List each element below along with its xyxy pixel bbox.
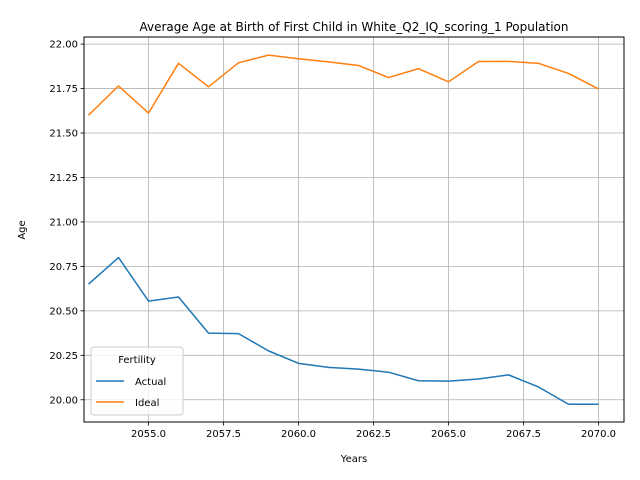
- x-ticks: 2055.0 2057.5 2060.0 2062.5 2065.0 2067.5 2070…: [131, 422, 616, 440]
- y-tick-label: 20.75: [49, 262, 78, 273]
- y-tick-label: 21.75: [49, 84, 78, 95]
- x-tick-label: 2067.5: [506, 429, 541, 440]
- series-layer: [87, 54, 599, 405]
- x-tick-label: 2070.0: [581, 429, 616, 440]
- y-tick-label: 20.00: [49, 395, 78, 406]
- y-tick-label: 22.00: [49, 40, 78, 51]
- y-axis-label: Age: [17, 220, 28, 239]
- x-tick-label: 2065.0: [431, 429, 466, 440]
- plot-frame: [83, 36, 625, 423]
- legend-label-ideal: Ideal: [135, 398, 159, 409]
- y-tick-label: 21.00: [49, 217, 78, 228]
- x-tick-label: 2055.0: [131, 429, 166, 440]
- grid: [84, 37, 624, 422]
- legend: Fertility Actual Ideal: [90, 346, 184, 416]
- y-tick-label: 21.25: [49, 173, 78, 184]
- x-tick-label: 2060.0: [281, 429, 316, 440]
- x-tick-label: 2057.5: [206, 429, 241, 440]
- y-tick-label: 20.25: [49, 351, 78, 362]
- x-axis-label: Years: [340, 454, 367, 465]
- y-ticks: 20.00 20.25 20.50 20.75 21.00 21.25 21.50 21.75…: [49, 40, 84, 406]
- chart-title: Average Age at Birth of First Child in W…: [139, 20, 568, 34]
- y-tick-label: 21.50: [49, 129, 78, 140]
- series-line-ideal: [87, 54, 599, 116]
- x-tick-label: 2062.5: [356, 429, 391, 440]
- series-line-actual: [88, 256, 599, 405]
- legend-box: [90, 346, 184, 416]
- y-tick-label: 20.50: [49, 306, 78, 317]
- legend-label-actual: Actual: [135, 377, 166, 388]
- legend-title: Fertility: [118, 355, 156, 366]
